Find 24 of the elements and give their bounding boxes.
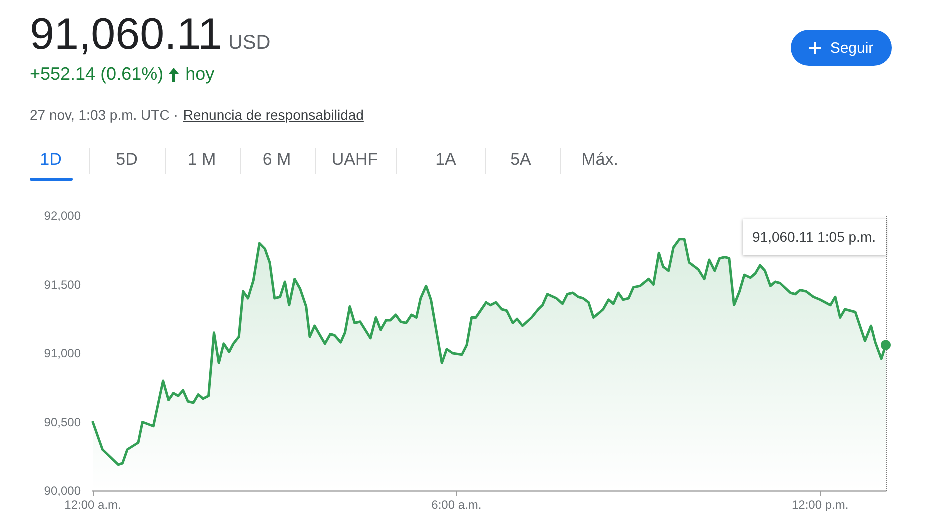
y-tick-label: 92,000 <box>44 209 82 223</box>
text: Máx. <box>582 150 618 170</box>
text: Renuncia de responsabilidad <box>183 107 364 123</box>
annotation: 91,060.11 1:05 p.m. <box>742 219 886 255</box>
x-tick-label: 12:00 p.m. <box>792 498 849 512</box>
text: 1A <box>436 150 456 170</box>
text: 5A <box>510 150 532 170</box>
text: USD <box>228 32 271 55</box>
y-tick-label: 91,000 <box>44 346 82 360</box>
chart-subtitle: +552.14 (0.61%) <box>30 64 164 85</box>
text: 27 nov, 1:03 p.m. UTC · <box>30 107 178 123</box>
text: 5D <box>116 150 138 170</box>
follow-button[interactable]: Seguir <box>791 30 892 66</box>
x-tick-label: 12:00 a.m. <box>64 498 122 512</box>
text: 1D <box>40 150 62 170</box>
text: 1 M <box>188 150 216 170</box>
x-tick-label: 6:00 a.m. <box>432 498 482 512</box>
y-tick-label: 90,500 <box>44 415 82 430</box>
text: 6 M <box>262 150 292 170</box>
text: hoy <box>186 64 215 85</box>
text: UAHF <box>332 150 378 170</box>
y-tick-label: 91,500 <box>44 278 82 292</box>
chart-title: 91,060.11 <box>30 10 222 60</box>
y-tick-label: 90,000 <box>44 484 82 498</box>
